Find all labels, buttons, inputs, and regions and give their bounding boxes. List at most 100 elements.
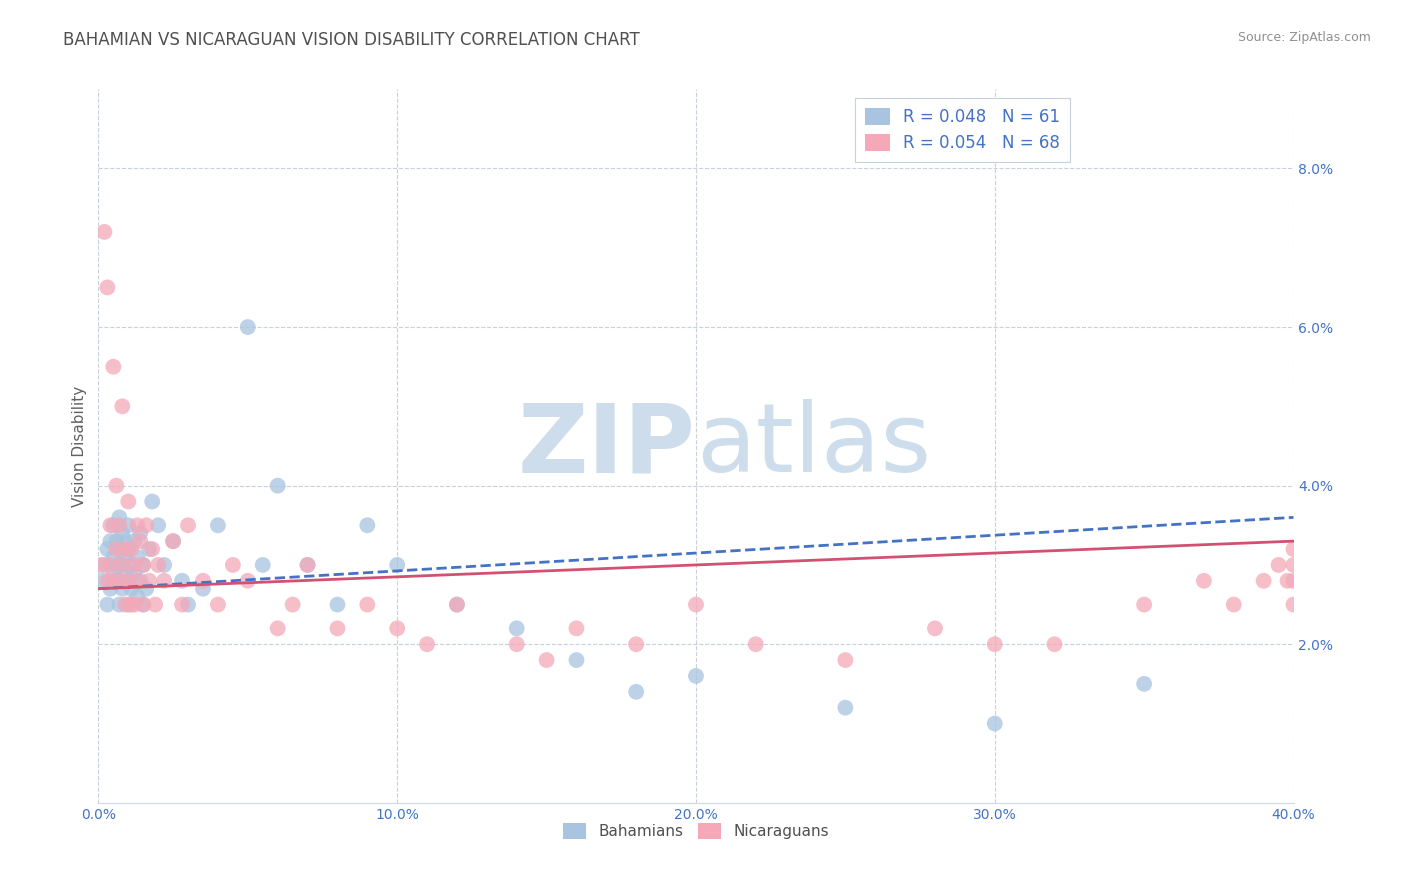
Point <box>114 534 136 549</box>
Text: BAHAMIAN VS NICARAGUAN VISION DISABILITY CORRELATION CHART: BAHAMIAN VS NICARAGUAN VISION DISABILITY… <box>63 31 640 49</box>
Point <box>124 534 146 549</box>
Point <box>446 598 468 612</box>
Point <box>117 518 139 533</box>
Point <box>745 637 768 651</box>
Point <box>111 558 134 572</box>
Y-axis label: Vision Disability: Vision Disability <box>72 385 87 507</box>
Point <box>1282 598 1305 612</box>
Point <box>98 518 122 533</box>
Point <box>685 598 707 612</box>
Point <box>446 598 468 612</box>
Point <box>138 574 160 588</box>
Point <box>1282 574 1305 588</box>
Point <box>385 558 409 572</box>
Point <box>96 574 118 588</box>
Point <box>1043 637 1066 651</box>
Point <box>98 534 122 549</box>
Point <box>1133 677 1156 691</box>
Point <box>135 582 157 596</box>
Point <box>129 526 152 541</box>
Point <box>120 542 142 557</box>
Point <box>416 637 439 651</box>
Point <box>565 621 588 635</box>
Point <box>162 534 184 549</box>
Point <box>356 598 378 612</box>
Point <box>565 653 588 667</box>
Point <box>191 574 214 588</box>
Point <box>108 598 131 612</box>
Point <box>281 598 304 612</box>
Point <box>114 566 136 580</box>
Point <box>138 542 160 557</box>
Point <box>103 574 125 588</box>
Point <box>162 534 184 549</box>
Point <box>90 574 112 588</box>
Point <box>129 574 152 588</box>
Point <box>506 621 529 635</box>
Point <box>117 574 139 588</box>
Point <box>98 582 122 596</box>
Text: atlas: atlas <box>696 400 931 492</box>
Point <box>834 700 856 714</box>
Point <box>90 558 112 572</box>
Point <box>108 510 131 524</box>
Point <box>103 518 125 533</box>
Point <box>103 549 125 564</box>
Point <box>111 400 134 414</box>
Point <box>98 558 122 572</box>
Point <box>984 637 1007 651</box>
Point <box>141 542 163 557</box>
Point <box>117 542 139 557</box>
Point <box>103 359 125 374</box>
Point <box>108 518 131 533</box>
Point <box>127 574 149 588</box>
Point <box>96 542 118 557</box>
Point <box>222 558 245 572</box>
Point <box>105 574 128 588</box>
Point <box>1282 542 1305 557</box>
Point <box>148 518 170 533</box>
Point <box>120 598 142 612</box>
Point <box>96 598 118 612</box>
Point <box>924 621 946 635</box>
Point <box>120 582 142 596</box>
Point <box>117 598 139 612</box>
Point <box>356 518 378 533</box>
Point <box>105 558 128 572</box>
Point <box>153 558 176 572</box>
Point <box>143 598 166 612</box>
Point <box>207 598 229 612</box>
Text: Source: ZipAtlas.com: Source: ZipAtlas.com <box>1237 31 1371 45</box>
Point <box>108 542 131 557</box>
Point <box>105 534 128 549</box>
Point <box>120 558 142 572</box>
Point <box>685 669 707 683</box>
Point <box>114 549 136 564</box>
Point <box>148 558 170 572</box>
Point <box>1282 558 1305 572</box>
Point <box>236 320 259 334</box>
Point <box>105 478 128 492</box>
Point <box>114 598 136 612</box>
Point <box>506 637 529 651</box>
Point <box>124 598 146 612</box>
Point <box>297 558 319 572</box>
Point <box>127 549 149 564</box>
Point <box>172 574 194 588</box>
Point <box>326 598 349 612</box>
Point <box>1223 598 1246 612</box>
Point <box>172 598 194 612</box>
Point <box>111 558 134 572</box>
Point <box>114 542 136 557</box>
Point <box>129 534 152 549</box>
Point <box>132 598 155 612</box>
Text: ZIP: ZIP <box>517 400 696 492</box>
Point <box>105 542 128 557</box>
Point <box>536 653 558 667</box>
Point <box>132 598 155 612</box>
Point <box>1277 574 1299 588</box>
Point <box>96 280 118 294</box>
Point <box>103 566 125 580</box>
Point <box>834 653 856 667</box>
Point <box>124 566 146 580</box>
